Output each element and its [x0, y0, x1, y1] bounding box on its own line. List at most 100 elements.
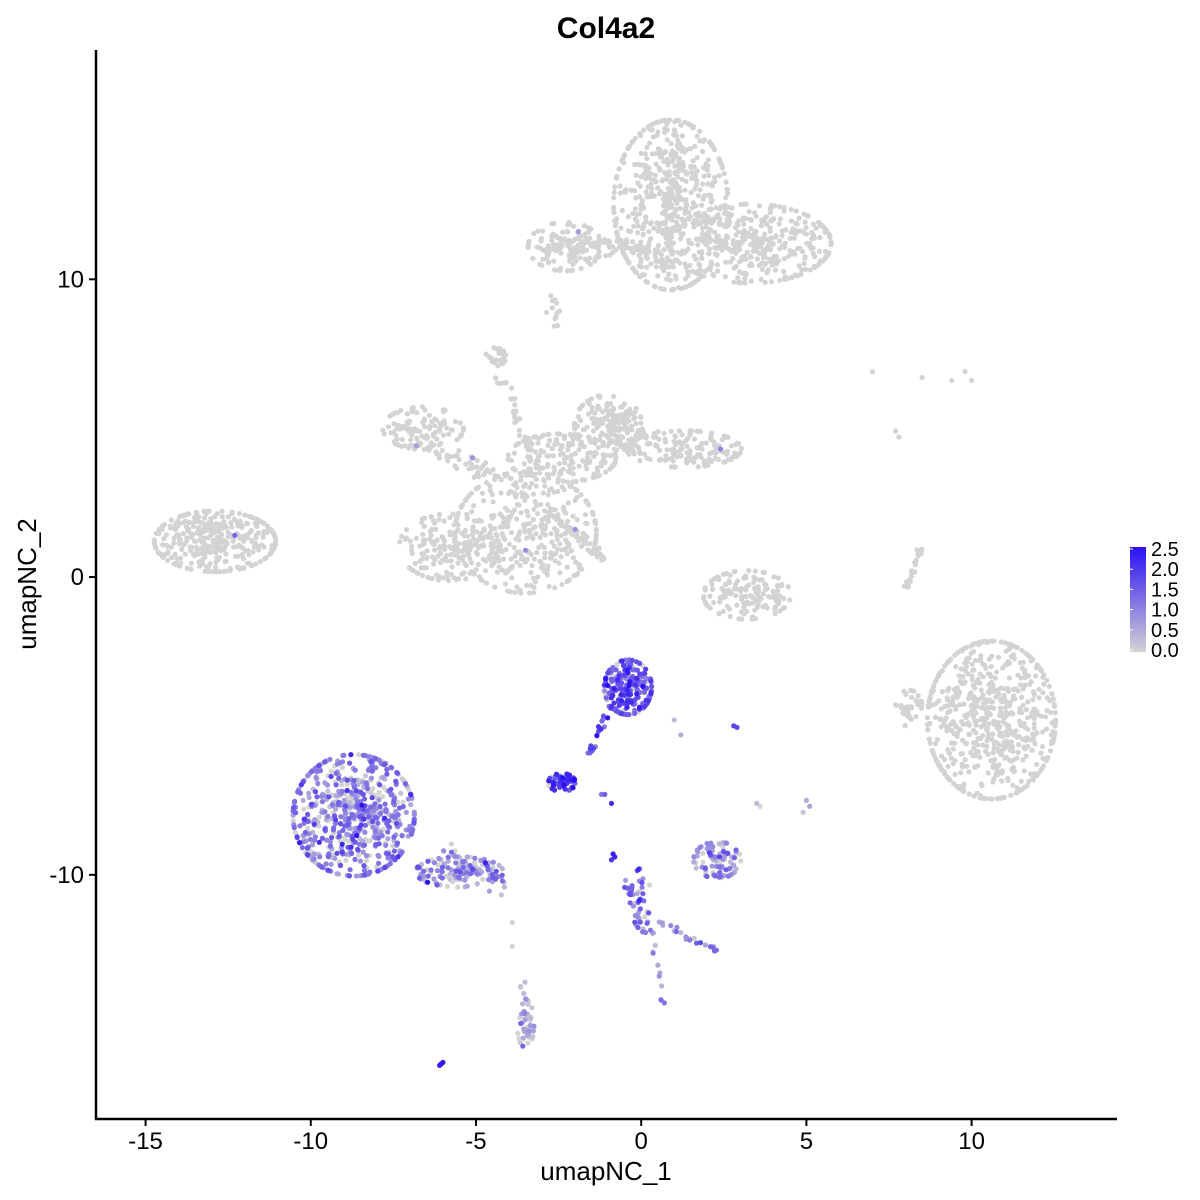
cell-point	[419, 433, 425, 439]
cell-point	[587, 450, 593, 456]
cell-point	[412, 560, 418, 567]
cell-point	[998, 639, 1005, 645]
cell-point	[901, 688, 907, 694]
cell-point	[648, 176, 654, 182]
cell-point	[527, 438, 533, 444]
cell-point	[927, 695, 933, 701]
cell-point	[577, 433, 583, 439]
cell-point	[624, 430, 631, 436]
cell-point	[541, 508, 548, 514]
cell-point	[522, 547, 529, 553]
cell-point	[196, 546, 202, 552]
cell-point	[934, 737, 941, 743]
cell-point	[571, 424, 578, 430]
cell-point	[989, 699, 995, 705]
cell-point	[542, 550, 548, 556]
cell-point	[673, 434, 679, 440]
cell-point	[460, 547, 466, 554]
cell-point	[579, 566, 585, 572]
cell-point	[498, 892, 504, 898]
cell-point	[340, 827, 346, 833]
cell-point	[679, 176, 685, 182]
cell-point	[407, 538, 413, 544]
cell-point	[724, 245, 731, 251]
cell-point	[668, 230, 675, 236]
cell-point	[448, 841, 454, 847]
cell-point	[368, 790, 374, 796]
cell-point	[638, 239, 644, 245]
cell-point	[524, 556, 530, 562]
cell-point	[639, 880, 645, 886]
cell-point	[1036, 695, 1042, 701]
cell-point	[705, 181, 711, 187]
cell-point	[712, 174, 718, 180]
cell-point	[432, 423, 438, 429]
cell-point	[562, 546, 568, 552]
cell-point	[634, 161, 640, 167]
cell-point	[748, 226, 754, 232]
cell-point	[376, 860, 382, 866]
cell-point	[328, 768, 335, 775]
cell-point	[462, 497, 468, 504]
cell-point	[754, 256, 760, 262]
cell-point	[644, 155, 650, 162]
cell-point	[708, 237, 714, 243]
cell-point	[648, 171, 654, 177]
cell-point	[390, 854, 396, 860]
cell-point	[924, 722, 931, 728]
cell-point	[740, 215, 746, 221]
cell-point	[164, 542, 170, 549]
cell-point	[583, 520, 589, 526]
cell-point	[1003, 754, 1009, 761]
cell-point	[694, 155, 700, 161]
cell-point	[666, 198, 672, 204]
cell-point	[173, 526, 179, 532]
cell-point	[822, 229, 828, 235]
cell-point	[1010, 782, 1016, 788]
cell-point	[1026, 778, 1032, 785]
cell-point	[399, 832, 405, 839]
cell-point	[986, 690, 992, 696]
cell-point	[596, 418, 602, 424]
cell-point	[486, 888, 492, 894]
cell-point	[621, 420, 627, 426]
cell-point	[415, 864, 421, 870]
cell-point	[995, 654, 1002, 661]
cell-point	[545, 518, 551, 525]
cell-point	[580, 537, 586, 543]
cell-point	[959, 764, 965, 770]
cell-point	[664, 176, 670, 182]
cell-point	[691, 459, 697, 465]
cell-point	[188, 531, 194, 537]
cell-point	[455, 527, 461, 533]
cell-point	[341, 752, 347, 759]
cell-point	[650, 950, 656, 956]
cell-point	[501, 380, 507, 386]
cell-point	[671, 438, 677, 444]
cell-point	[548, 246, 554, 252]
cell-point	[429, 526, 435, 533]
cell-point	[666, 271, 672, 277]
cell-point	[949, 740, 955, 746]
cell-point	[394, 840, 401, 846]
cell-point	[623, 239, 629, 245]
cell-point	[985, 704, 991, 711]
cell-point	[736, 259, 743, 265]
cell-point	[754, 800, 760, 807]
cell-point	[699, 250, 705, 256]
cell-point	[1038, 750, 1044, 756]
cell-point	[1039, 744, 1046, 750]
cell-point	[481, 472, 487, 478]
cell-point	[913, 714, 919, 720]
cell-point	[805, 213, 811, 219]
cell-point	[385, 829, 391, 835]
cell-point	[996, 762, 1002, 768]
cell-point	[745, 230, 751, 236]
cell-point	[512, 553, 518, 559]
cell-point	[541, 432, 547, 438]
cell-point	[516, 440, 522, 446]
cell-point	[610, 438, 616, 444]
cell-point	[656, 223, 662, 229]
cell-point	[617, 183, 623, 189]
cell-point	[810, 245, 816, 251]
